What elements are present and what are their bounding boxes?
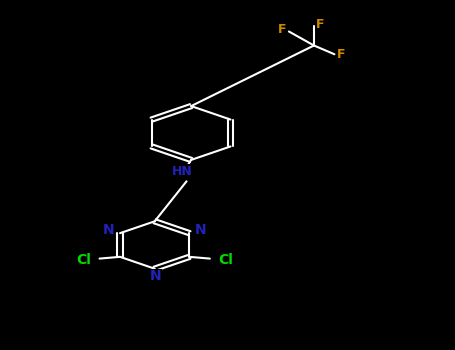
Text: N: N <box>103 223 115 237</box>
Text: N: N <box>150 270 162 284</box>
Text: F: F <box>278 23 287 36</box>
Text: Cl: Cl <box>218 253 233 267</box>
Text: F: F <box>316 18 324 31</box>
Text: N: N <box>195 223 207 237</box>
Text: F: F <box>337 48 345 62</box>
Text: HN: HN <box>172 165 192 178</box>
Text: Cl: Cl <box>76 253 91 267</box>
